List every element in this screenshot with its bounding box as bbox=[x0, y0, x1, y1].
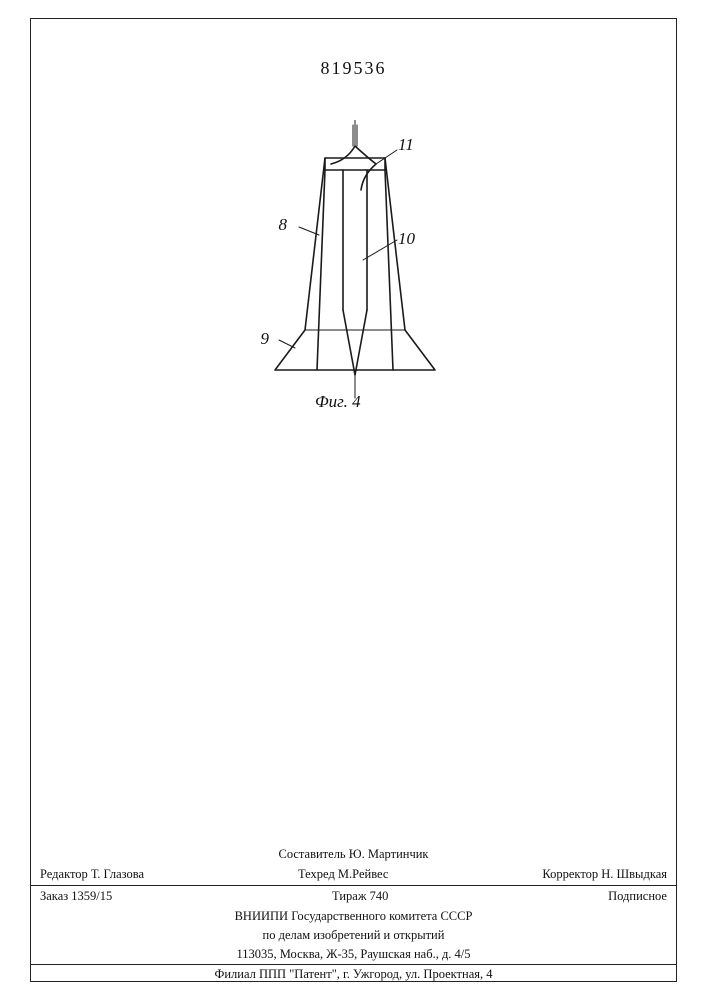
document-number: 819536 bbox=[0, 58, 707, 79]
address-line: 113035, Москва, Ж-35, Раушская наб., д. … bbox=[30, 945, 677, 964]
org-line-2: по делам изобретений и открытий bbox=[30, 926, 677, 945]
compiler-line: Составитель Ю. Мартинчик bbox=[30, 845, 677, 864]
label-10: 10 bbox=[398, 229, 416, 248]
techred: Техред М.Рейвес bbox=[298, 867, 388, 882]
corrector: Корректор Н. Швыдкая bbox=[542, 867, 667, 882]
label-9: 9 bbox=[261, 329, 270, 348]
label-11: 11 bbox=[398, 135, 414, 154]
label-8: 8 bbox=[279, 215, 288, 234]
tirazh: Тираж 740 bbox=[332, 889, 388, 904]
signed: Подписное bbox=[608, 889, 667, 904]
order-number: Заказ 1359/15 bbox=[40, 889, 112, 904]
imprint-block: Составитель Ю. Мартинчик Редактор Т. Гла… bbox=[30, 845, 677, 984]
branch-line: Филиал ППП "Патент", г. Ужгород, ул. Про… bbox=[30, 965, 677, 984]
org-line-1: ВНИИПИ Государственного комитета СССР bbox=[30, 907, 677, 926]
figure-4: 11 10 8 9 bbox=[245, 120, 465, 400]
figure-caption: Фиг. 4 bbox=[315, 392, 361, 412]
editor: Редактор Т. Глазова bbox=[40, 867, 144, 882]
